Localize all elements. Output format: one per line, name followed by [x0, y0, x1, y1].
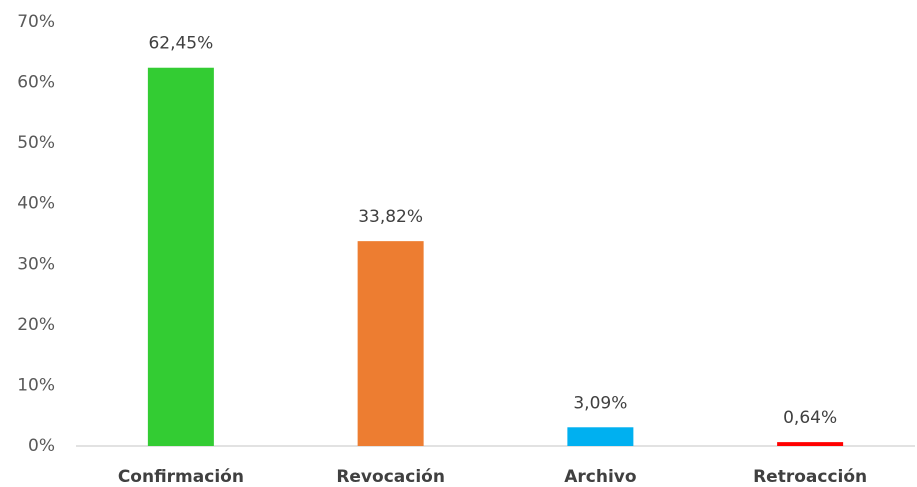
y-tick-label: 40% [17, 194, 55, 214]
value-label: 3,09% [573, 393, 627, 413]
value-label: 0,64% [783, 408, 837, 428]
x-tick-label: Retroacción [753, 467, 867, 487]
y-tick-label: 50% [17, 133, 55, 153]
value-label: 62,45% [148, 34, 213, 54]
bar [567, 427, 634, 446]
y-tick-label: 10% [17, 375, 55, 395]
y-tick-label: 60% [17, 73, 55, 93]
x-tick-label: Archivo [564, 467, 636, 487]
bar [777, 442, 844, 446]
y-tick-label: 30% [17, 254, 55, 274]
bar [147, 67, 214, 446]
bar [357, 241, 424, 446]
y-tick-label: 70% [17, 12, 55, 32]
y-tick-label: 0% [28, 436, 55, 456]
y-tick-label: 20% [17, 315, 55, 335]
x-tick-label: Revocación [336, 467, 445, 487]
value-label: 33,82% [358, 207, 423, 227]
x-tick-label: Confirmación [118, 467, 244, 487]
